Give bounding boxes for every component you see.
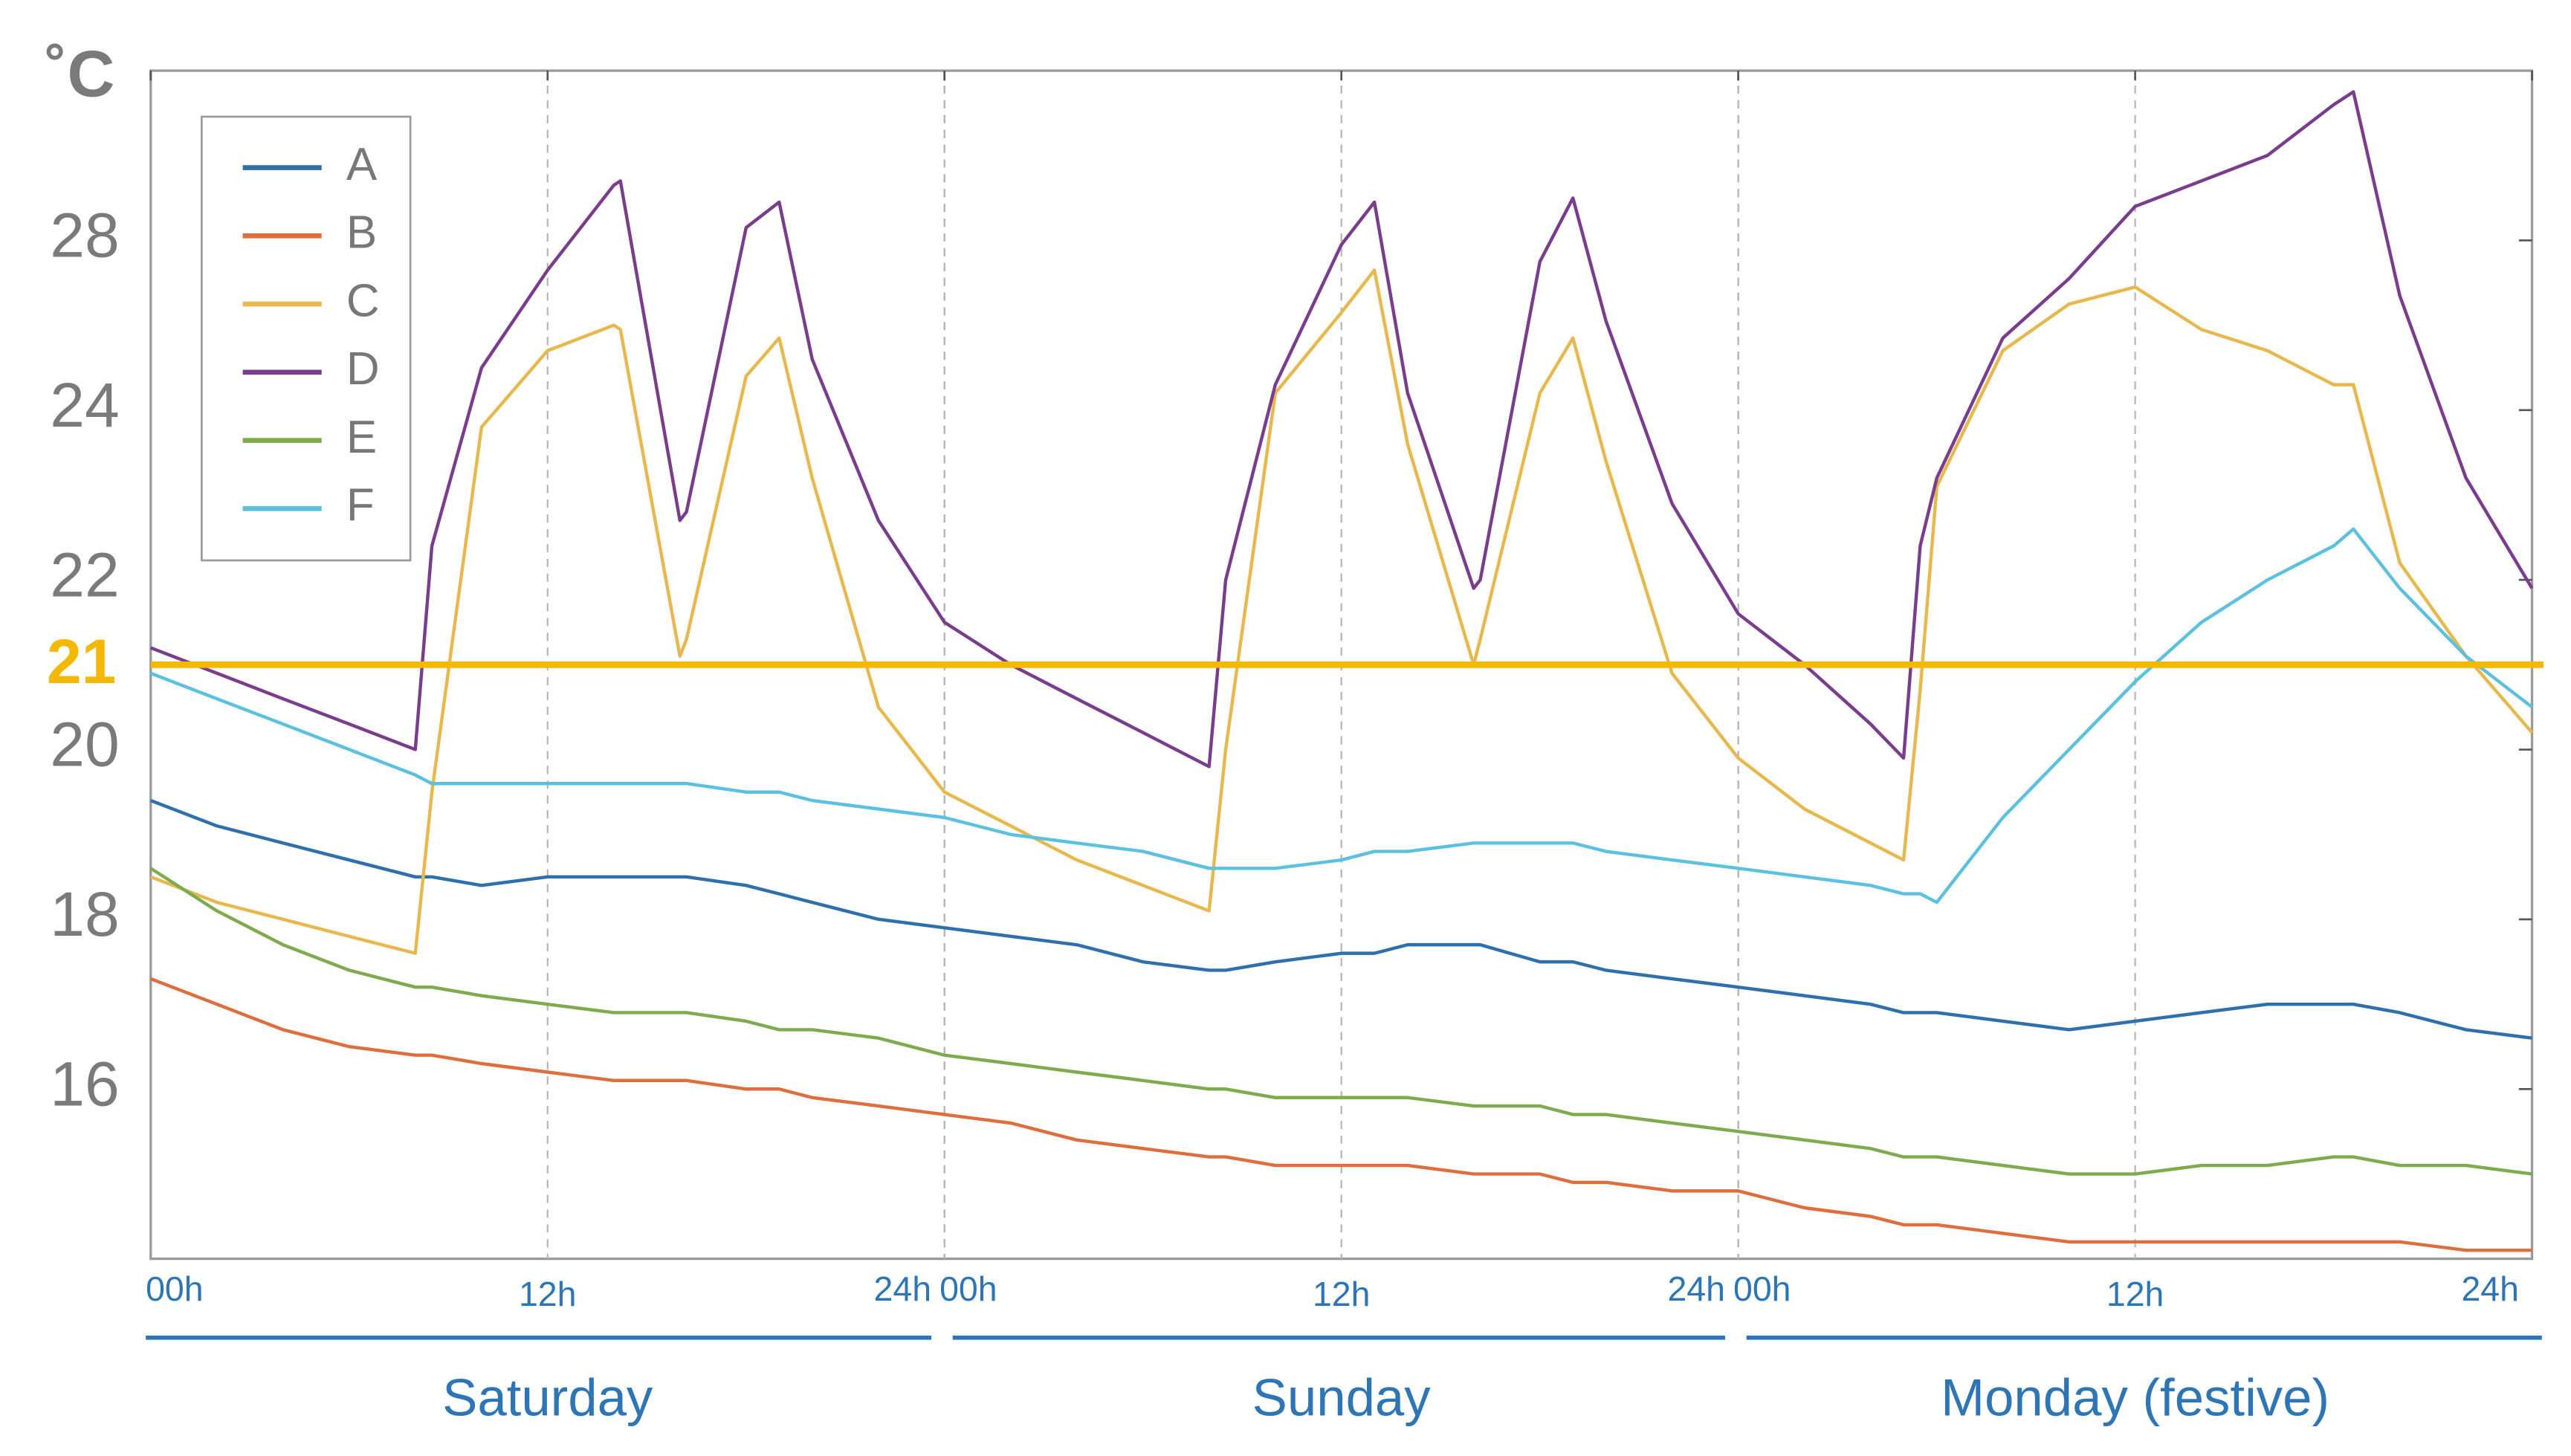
y-tick-label: 22 [50, 540, 119, 609]
day-label: Monday (festive) [1941, 1368, 2329, 1427]
reference-label: 21 [47, 627, 116, 696]
series-line [149, 268, 2534, 955]
legend-label: A [346, 139, 378, 190]
y-tick-label: 20 [50, 710, 119, 780]
x-tick-label: 00h [1733, 1269, 1791, 1308]
series-line [149, 90, 2534, 769]
series-line [149, 977, 2532, 1252]
y-tick-label: 18 [50, 879, 119, 949]
x-tick-label: 24h [874, 1269, 931, 1308]
series-line [149, 798, 2532, 1040]
y-tick-label: 28 [50, 201, 119, 271]
day-label: Sunday [1252, 1368, 1432, 1427]
legend-box [200, 115, 412, 562]
legend-label: F [346, 480, 375, 531]
x-tick-label: 00h [940, 1269, 997, 1308]
y-unit: ˚C [45, 36, 114, 110]
day-label: Saturday [442, 1368, 653, 1427]
x-tick-label: 12h [2106, 1275, 2164, 1313]
x-tick-label: 24h [2461, 1269, 2518, 1308]
series-line [149, 527, 2533, 905]
y-tick-label: 16 [50, 1049, 119, 1119]
x-tick-label: 12h [1313, 1275, 1370, 1313]
legend-label: C [346, 275, 380, 326]
legend-label: D [346, 343, 380, 395]
series-line [149, 867, 2532, 1176]
legend-label: B [346, 207, 377, 259]
legend-label: E [346, 412, 377, 463]
x-tick-label: 00h [146, 1269, 203, 1308]
y-tick-label: 24 [50, 370, 119, 440]
x-tick-label: 24h [1668, 1269, 1725, 1308]
x-tick-label: 12h [519, 1275, 576, 1313]
